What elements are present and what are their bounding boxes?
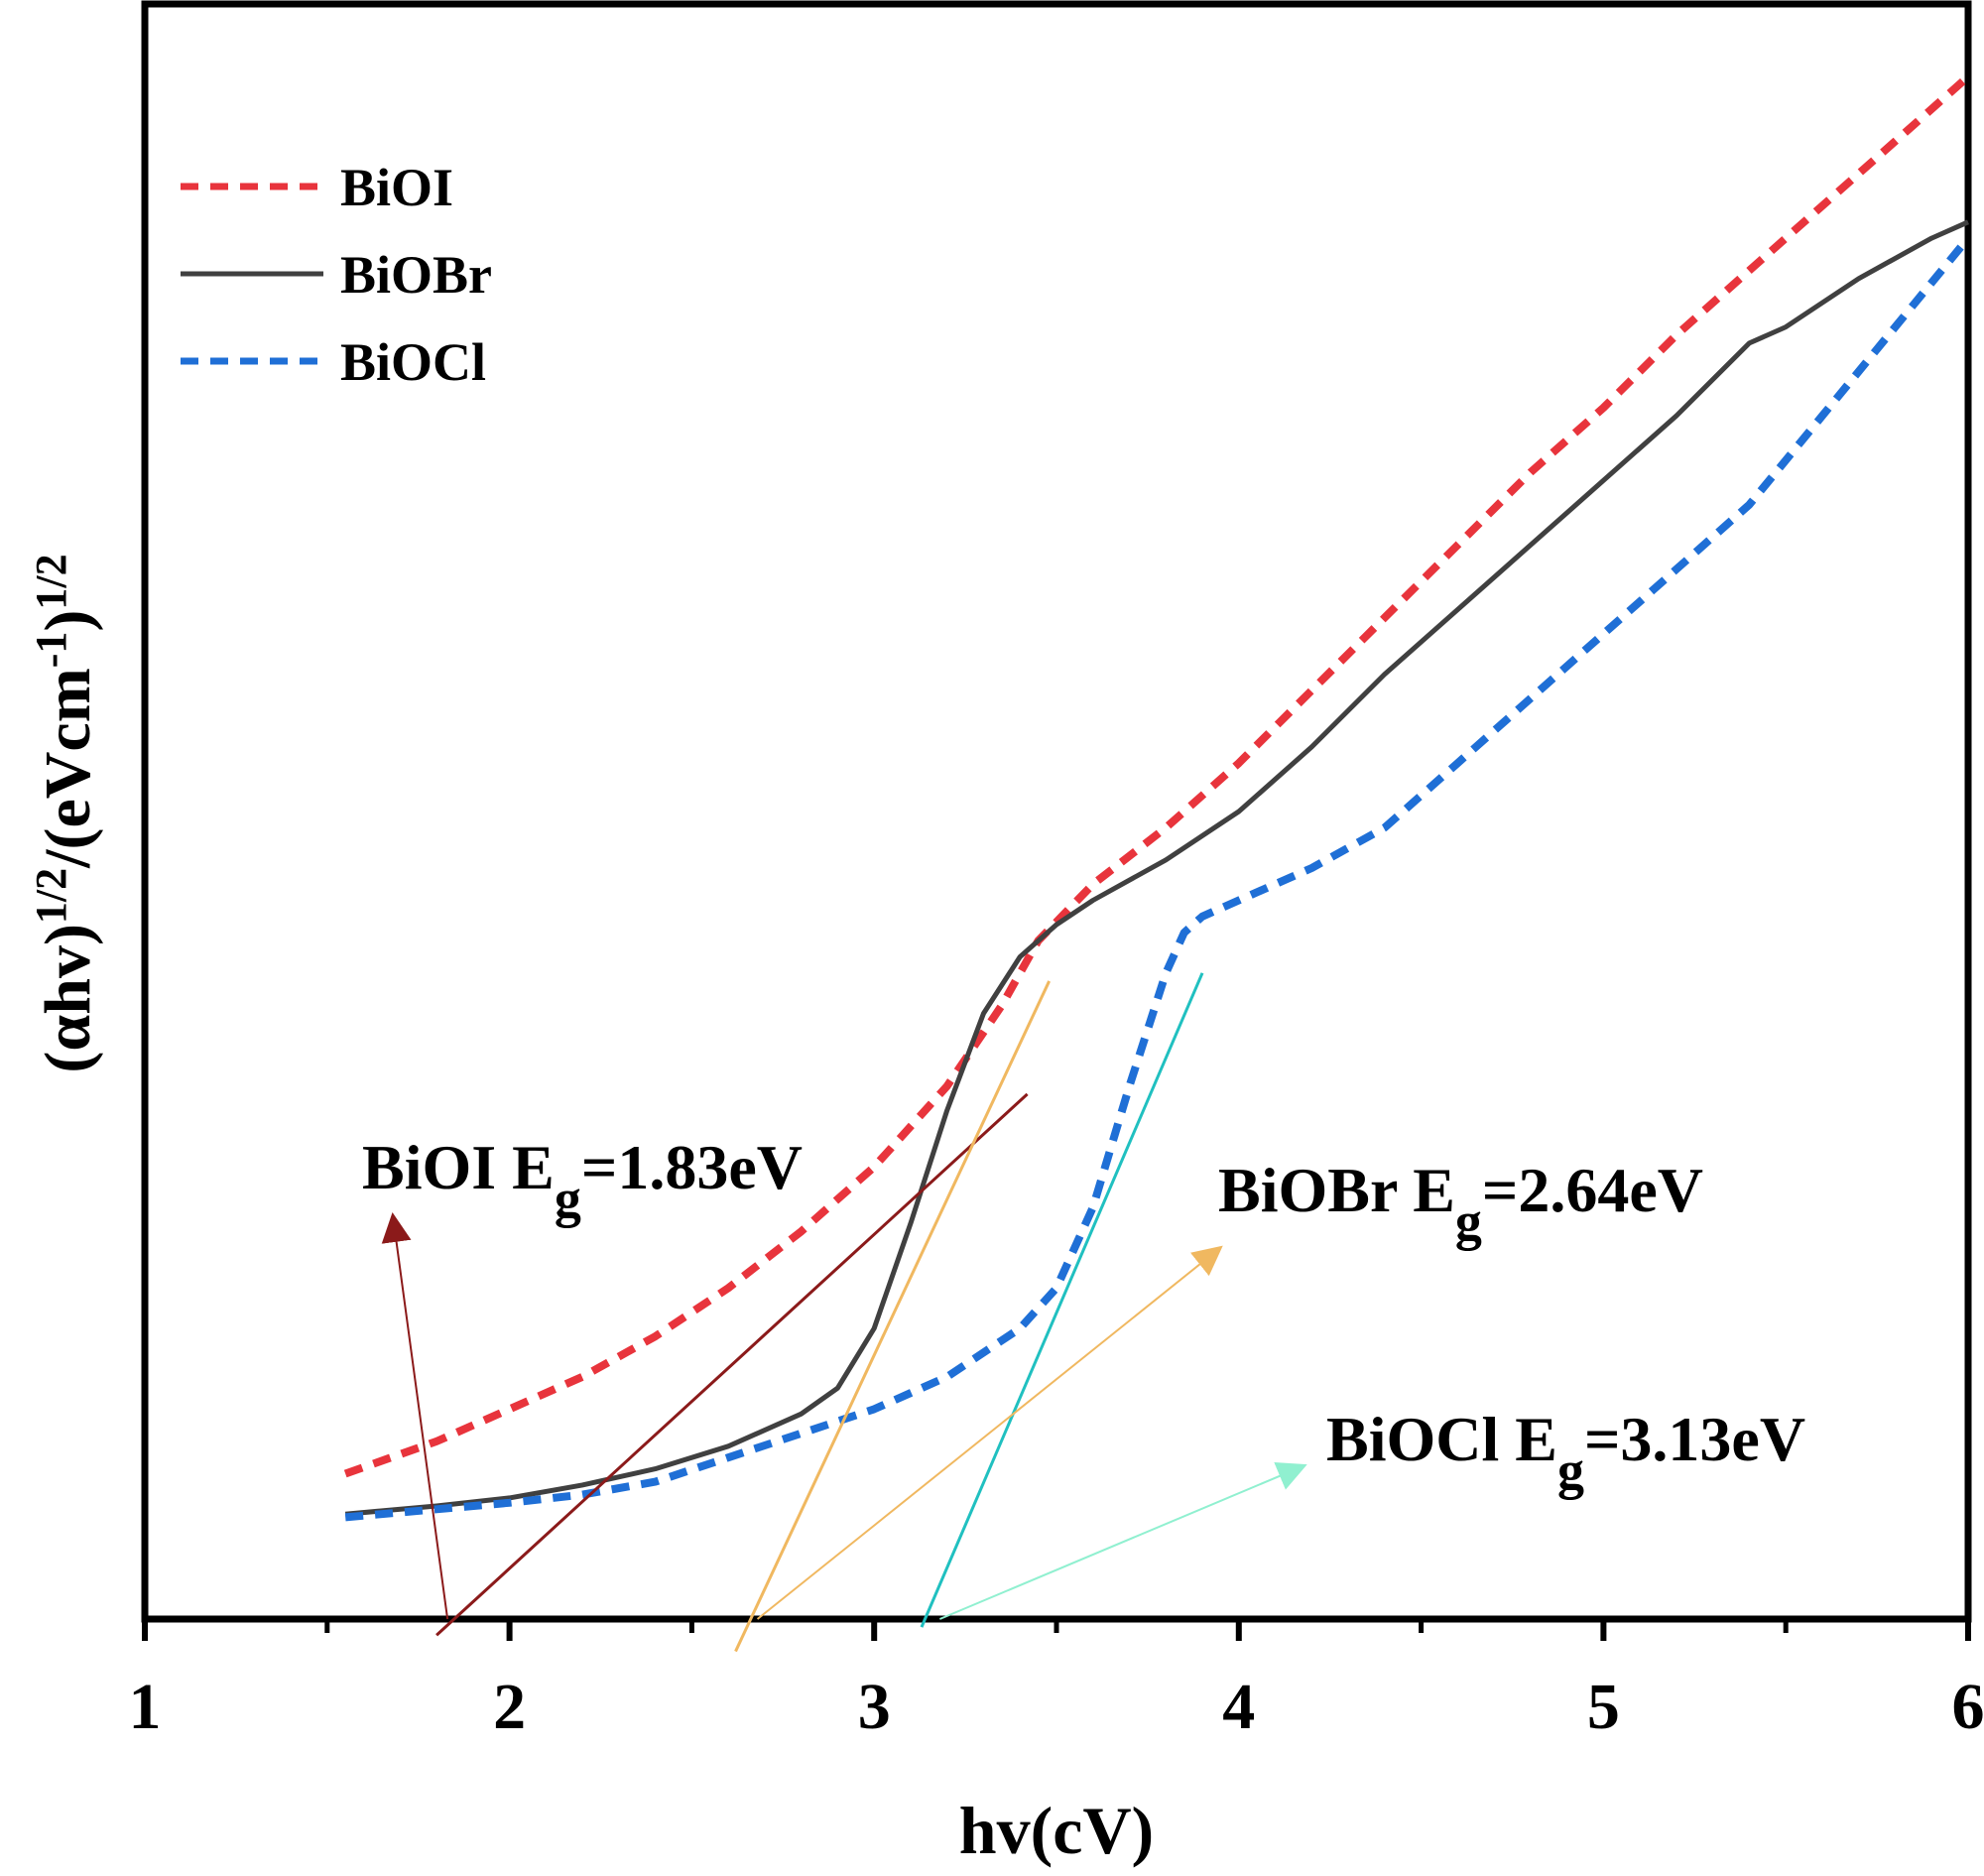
x-axis-ticks	[142, 1619, 1971, 1641]
fit-line-biocl-tangent	[920, 972, 1204, 1628]
x-tick-label-2: 2	[493, 1671, 526, 1743]
x-axis-label: hv(cV)	[959, 1793, 1154, 1868]
x-axis-tick-labels: 1 2 3 4 5 6	[129, 1671, 1984, 1743]
legend-label-biobr: BiOBr	[340, 245, 492, 305]
annotation-biocl-eg: BiOCl Eg=3.13eV	[1326, 1404, 1805, 1500]
annotation-arrow-bioi	[381, 1212, 449, 1620]
x-tick-label-3: 3	[858, 1671, 891, 1743]
annotation-arrow-biobr	[756, 1245, 1223, 1620]
annotation-arrow-biocl	[938, 1461, 1307, 1620]
x-tick-label-1: 1	[129, 1671, 162, 1743]
legend-label-bioi: BiOI	[340, 158, 453, 217]
x-tick-label-5: 5	[1587, 1671, 1620, 1743]
series-line-bioi	[343, 73, 1971, 1478]
legend-label-biocl: BiOCl	[340, 332, 486, 392]
x-tick-label-6: 6	[1952, 1671, 1984, 1743]
fit-lines-group	[435, 972, 1204, 1653]
y-axis-label: (αhv)1/2/(eVcm-1)1/2	[27, 554, 104, 1072]
fit-line-biobr-tangent	[734, 980, 1052, 1653]
series-group	[343, 73, 1972, 1522]
series-line-biocl	[344, 235, 1972, 1522]
x-tick-label-4: 4	[1222, 1671, 1255, 1743]
annotation-bioi-eg: BiOI Eg=1.83eV	[362, 1132, 803, 1228]
fit-line-bioi-tangent	[435, 1092, 1029, 1637]
series-line-biobr	[344, 219, 1970, 1517]
legend: BiOI BiOBr BiOCl	[181, 158, 492, 392]
annotation-biobr-eg: BiOBr Eg=2.64eV	[1218, 1155, 1703, 1251]
annotation-arrows-group	[381, 1212, 1307, 1620]
